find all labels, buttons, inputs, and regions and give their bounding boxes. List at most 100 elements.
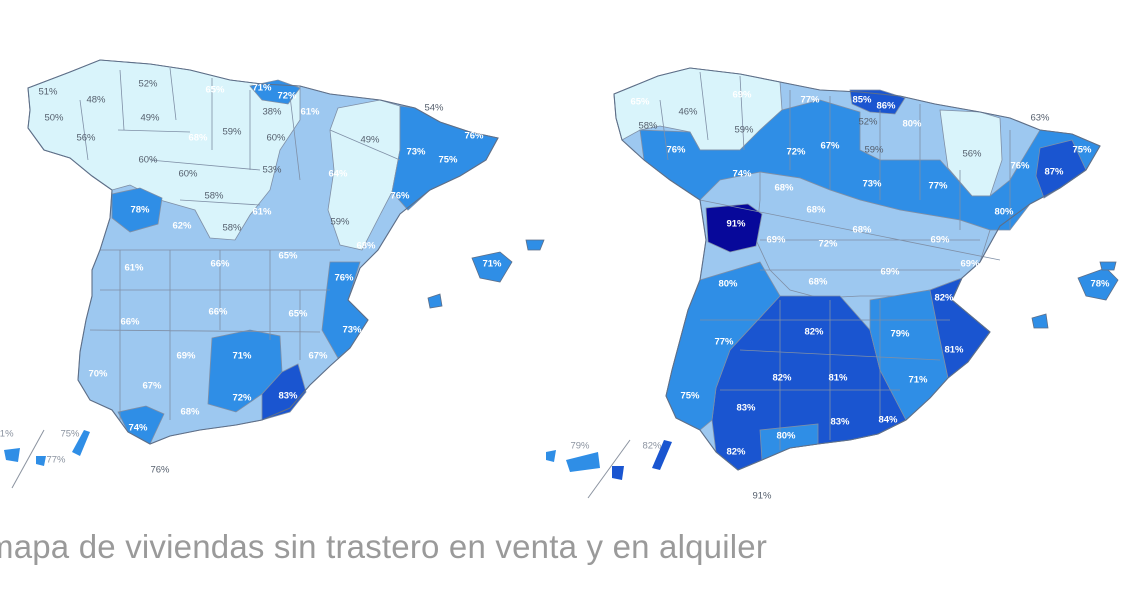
labels-alquiler: 65% 69% 77% 85% 86% 46% 58% 59% 52% 80% 63% 76% 72% 6… — [570, 90, 1110, 502]
region-value-label: 80% — [994, 207, 1014, 218]
region-value-label: 68% — [852, 225, 872, 236]
island-canary-r4 — [652, 440, 672, 470]
region-value-label: 91% — [752, 491, 772, 502]
region-value-label: 76% — [390, 191, 410, 202]
region-value-label: 82% — [726, 447, 746, 458]
region-value-label: 76% — [1010, 161, 1030, 172]
region-value-label: 86% — [876, 101, 896, 112]
island-canary-1 — [4, 448, 20, 462]
peninsula-outline — [27, 59, 499, 445]
region-value-label: 66% — [210, 259, 230, 270]
region-value-label: 77% — [800, 95, 820, 106]
region-value-label: 77% — [714, 337, 734, 348]
island-mallorca — [471, 251, 513, 283]
region-value-label: 49% — [360, 135, 380, 146]
region-value-label: 69% — [880, 267, 900, 278]
region-value-label: 52% — [858, 117, 878, 128]
region-value-label: 66% — [208, 307, 228, 318]
region-value-label: 68% — [806, 205, 826, 216]
region-value-label: 62% — [172, 221, 192, 232]
region-value-label: 78% — [130, 205, 150, 216]
region-value-label: 60% — [138, 155, 158, 166]
region-value-label: 71% — [232, 351, 252, 362]
region-78 — [111, 187, 163, 233]
region-value-label: 69% — [176, 351, 196, 362]
region-value-label: 60% — [266, 133, 286, 144]
region-value-label: 68% — [188, 133, 208, 144]
region-value-label: 82% — [934, 293, 954, 304]
region-value-label: 82% — [804, 327, 824, 338]
region-value-label: 76% — [464, 131, 484, 142]
region-value-label: 87% — [1044, 167, 1064, 178]
region-value-label: 81% — [944, 345, 964, 356]
region-value-label: 78% — [1090, 279, 1110, 290]
region-granada-r — [759, 423, 819, 461]
map-venta: 51% 48% 52% 65% 71% 72% 50% 49% 38% 56% 68% 59% 60% 6… — [0, 59, 545, 489]
region-value-label: 50% — [44, 113, 64, 124]
region-value-label: 61% — [252, 207, 272, 218]
region-value-label: 73% — [342, 325, 362, 336]
region-value-label: 56% — [962, 149, 982, 160]
region-value-label: 51% — [38, 87, 58, 98]
province-lines — [79, 67, 401, 420]
region-zamora-r — [705, 203, 763, 253]
region-value-label: 73% — [406, 147, 426, 158]
region-value-label: 71% — [252, 83, 272, 94]
island-ibiza-r — [1031, 313, 1049, 329]
region-value-label: 58% — [638, 121, 658, 132]
region-value-label: 81% — [828, 373, 848, 384]
region-value-label: 83% — [278, 391, 298, 402]
region-value-label: 58% — [222, 223, 242, 234]
canary-divider — [11, 429, 45, 489]
maps-container: 51% 48% 52% 65% 71% 72% 50% 49% 38% 56% 68% 59% 60% 6… — [0, 59, 1119, 502]
region-value-label: 75% — [1072, 145, 1092, 156]
region-value-label: 65% — [630, 97, 650, 108]
peninsula-outline-r — [613, 67, 1101, 471]
region-value-label: 66% — [120, 317, 140, 328]
region-value-label: 59% — [222, 127, 242, 138]
region-value-label: 65% — [205, 85, 225, 96]
region-value-label: 67% — [820, 141, 840, 152]
region-value-label: 76% — [666, 145, 686, 156]
region-value-label: 79% — [570, 441, 590, 452]
island-menorca-r — [1099, 261, 1117, 271]
region-value-label: 69% — [732, 90, 752, 101]
region-value-label: 74% — [732, 169, 752, 180]
region-value-label: 76% — [150, 465, 170, 476]
region-value-label: 48% — [86, 95, 106, 106]
region-value-label: 75% — [438, 155, 458, 166]
region-value-label: 46% — [678, 107, 698, 118]
region-value-label: 65% — [288, 309, 308, 320]
region-value-label: 75% — [680, 391, 700, 402]
region-value-label: 59% — [864, 145, 884, 156]
region-value-label: 69% — [766, 235, 786, 246]
region-value-label: 61% — [124, 263, 144, 274]
region-value-label: 68% — [774, 183, 794, 194]
region-value-label: 72% — [232, 393, 252, 404]
region-value-label: 73% — [862, 179, 882, 190]
region-basque-r — [849, 89, 906, 115]
island-canary-r2 — [566, 452, 600, 472]
region-value-label: 58% — [204, 191, 224, 202]
region-value-label: 72% — [818, 239, 838, 250]
region-value-label: 59% — [330, 217, 350, 228]
region-value-label: 56% — [76, 133, 96, 144]
region-value-label: 65% — [278, 251, 298, 262]
region-value-label: 83% — [830, 417, 850, 428]
region-value-label: 82% — [642, 441, 662, 452]
region-value-label: 64% — [328, 169, 348, 180]
region-value-label: 70% — [88, 369, 108, 380]
region-value-label: 60% — [178, 169, 198, 180]
region-value-label: 80% — [718, 279, 738, 290]
region-value-label: 52% — [138, 79, 158, 90]
region-value-label: 68% — [180, 407, 200, 418]
region-value-label: 69% — [930, 235, 950, 246]
region-cadiz — [117, 405, 165, 445]
region-value-label: 69% — [960, 259, 980, 270]
region-value-label: 80% — [776, 431, 796, 442]
region-basque — [249, 79, 301, 105]
region-value-label: 84% — [878, 415, 898, 426]
island-menorca — [525, 239, 545, 251]
island-ibiza — [427, 293, 443, 309]
region-value-label: 68% — [808, 277, 828, 288]
